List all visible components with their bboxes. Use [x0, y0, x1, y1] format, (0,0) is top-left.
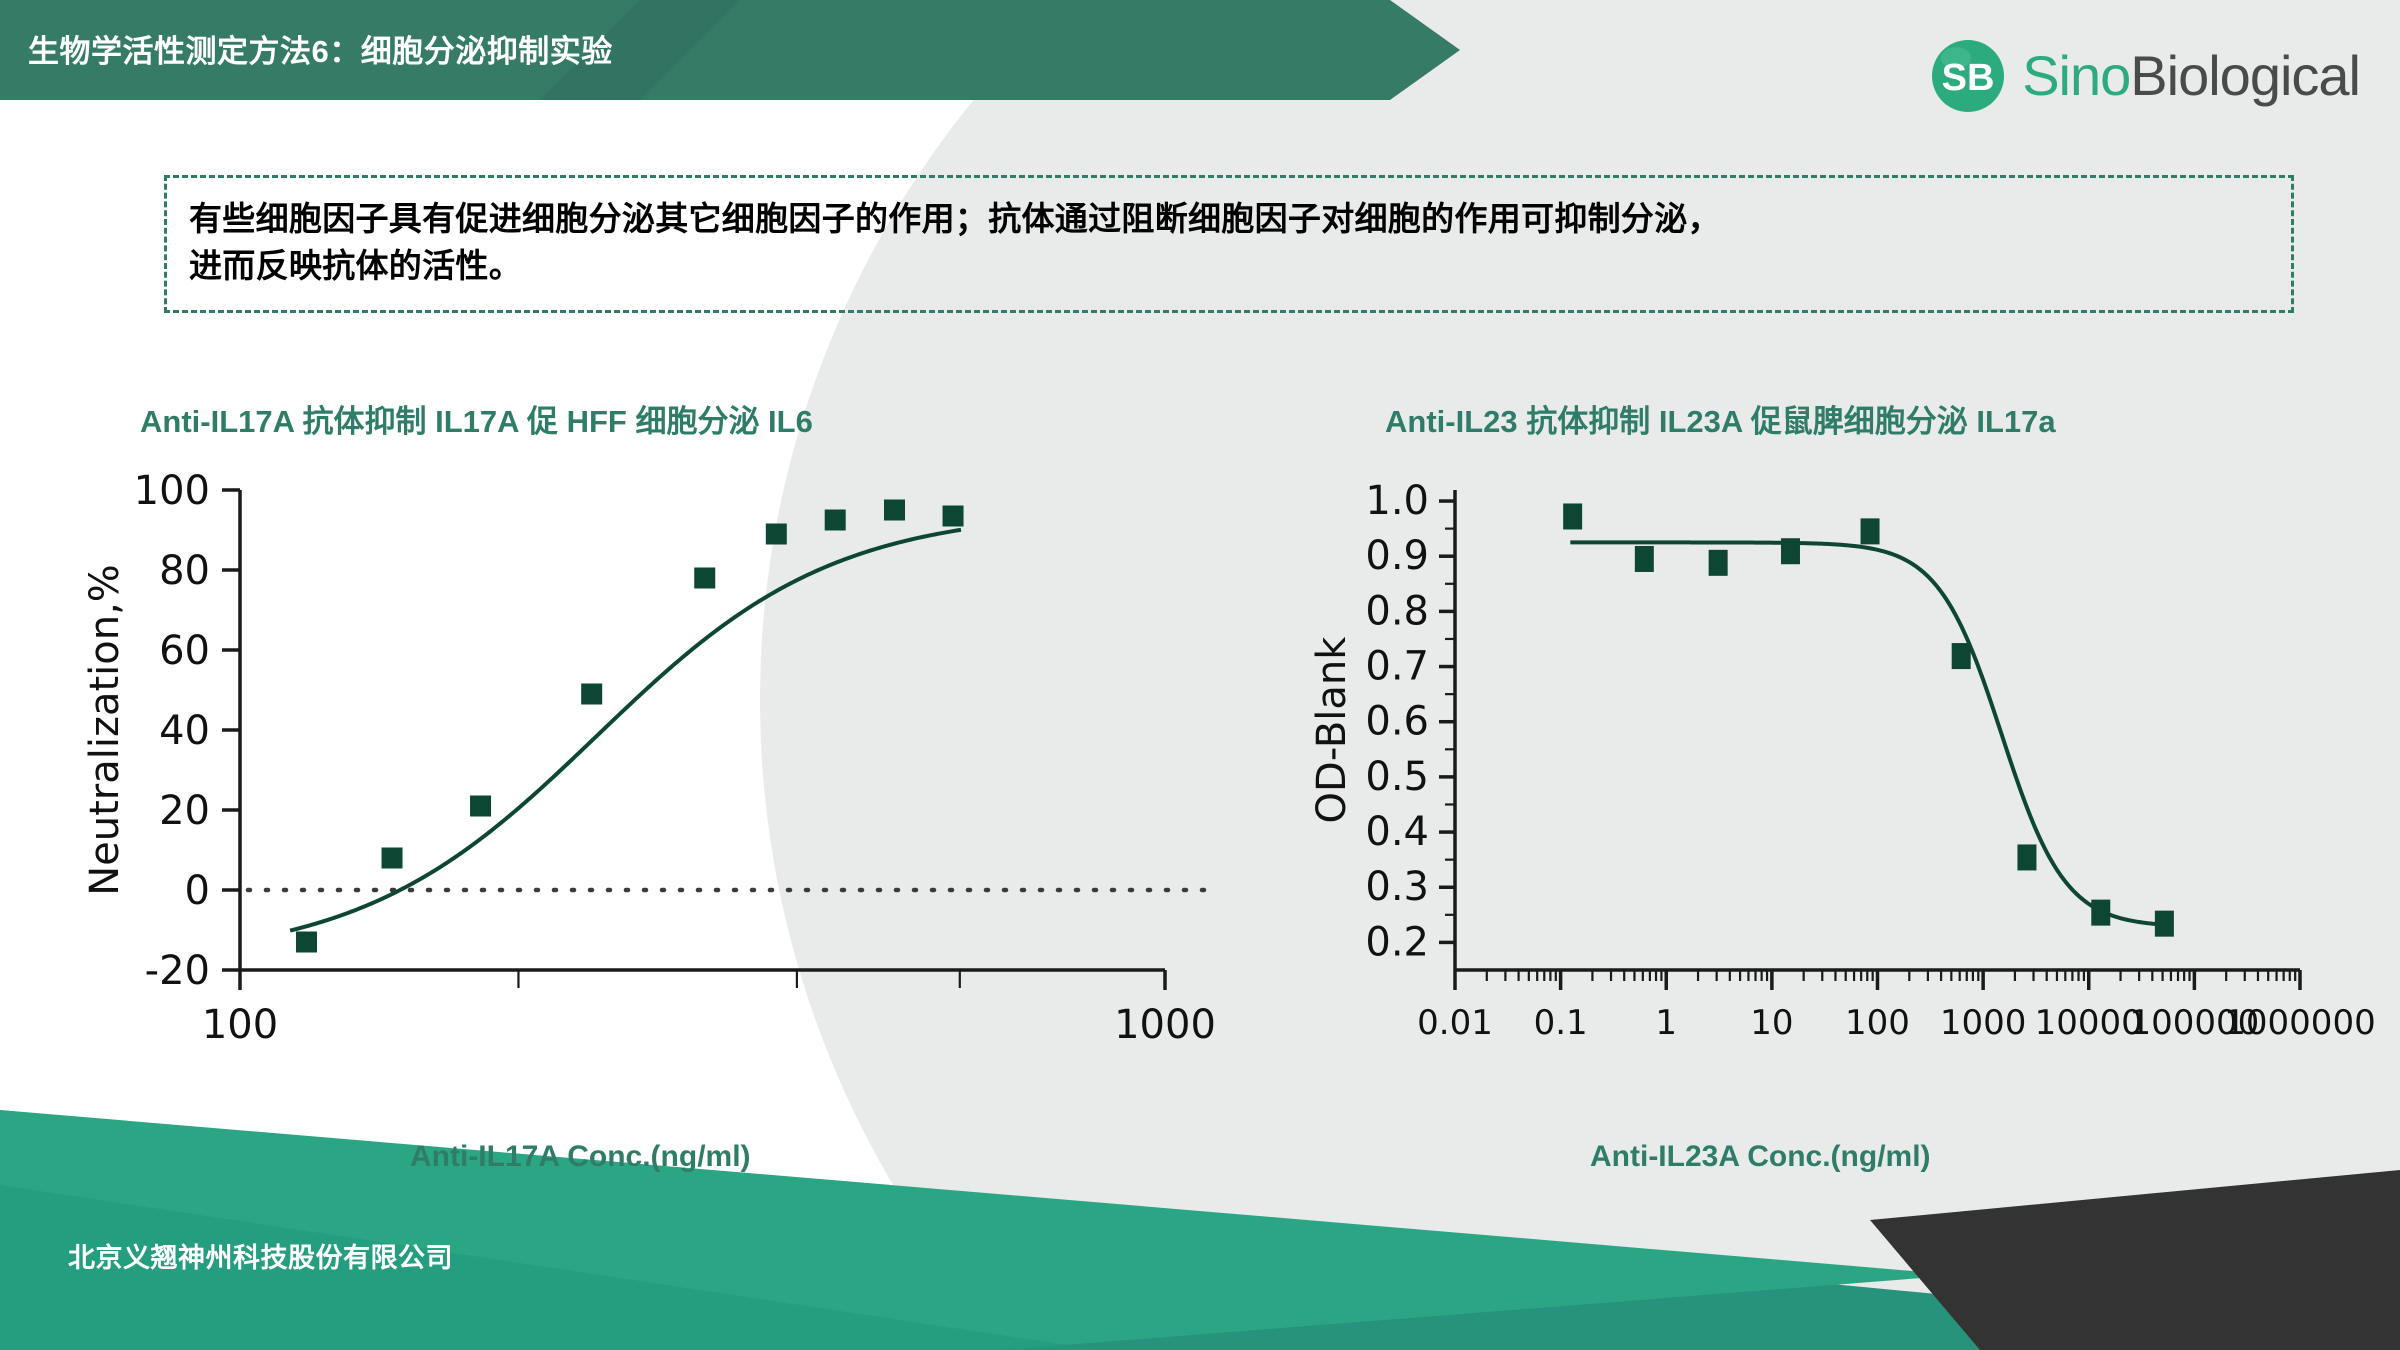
description-line-1: 有些细胞因子具有促进细胞分泌其它细胞因子的作用；抗体通过阻断细胞因子对细胞的作用… — [189, 200, 1721, 237]
chart-right-ytick: 0.3 — [1365, 864, 1429, 910]
description-line-2: 进而反映抗体的活性。 — [189, 246, 522, 284]
data-point-marker — [824, 509, 846, 531]
chart-left-xaxis-caption: Anti-IL17A Conc.(ng/ml) — [410, 1140, 751, 1173]
chart-right-yaxis-label: OD-Blank — [1309, 636, 1355, 824]
chart-title-left: Anti-IL17A 抗体抑制 IL17A 促 HFF 细胞分泌 IL6 — [140, 404, 813, 439]
page-title: 生物学活性测定方法6：细胞分泌抑制实验 — [28, 34, 613, 69]
chart-left-ytick: 100 — [134, 468, 210, 514]
data-point-marker — [942, 505, 964, 527]
chart-right-xaxis-caption: Anti-IL23A Conc.(ng/ml) — [1590, 1140, 1931, 1173]
sb-logo-icon: SB — [1930, 38, 2006, 114]
chart-left-yaxis-label: Neutralization,% — [82, 564, 128, 896]
footer-company-name: 北京义翘神州科技股份有限公司 — [68, 1243, 453, 1273]
background-circle — [760, 0, 2400, 1350]
chart-left-ytick: 40 — [159, 708, 210, 754]
chart-right-ytick: 0.7 — [1365, 644, 1429, 690]
data-point-marker — [1708, 549, 1728, 576]
data-point-marker — [2017, 844, 2037, 871]
data-point-marker — [1951, 643, 1971, 670]
data-point-marker — [2154, 910, 2174, 937]
chart-right-xtick: 0.1 — [1534, 1003, 1588, 1043]
chart-left-ytick: -20 — [145, 948, 210, 994]
chart-right-ytick: 0.6 — [1365, 699, 1429, 745]
description-box: 有些细胞因子具有促进细胞分泌其它细胞因子的作用；抗体通过阻断细胞因子对细胞的作用… — [164, 175, 2294, 313]
header-banner — [0, 0, 1460, 100]
logo-word-biological: Biological — [2130, 44, 2361, 107]
data-point-marker — [1780, 538, 1800, 565]
data-point-marker — [581, 683, 603, 705]
chart-right-xtick: 100000 — [2129, 1003, 2259, 1043]
chart-right-xtick: 100 — [1845, 1003, 1910, 1043]
chart-left-ytick: 80 — [159, 548, 210, 594]
chart-right-ytick: 0.5 — [1365, 754, 1429, 800]
data-point-marker — [1563, 503, 1583, 530]
chart-right-ytick: 0.8 — [1365, 588, 1429, 634]
fit-curve — [1570, 540, 2167, 927]
chart-right-xtick: 10000 — [2035, 1003, 2143, 1043]
fit-curve — [289, 527, 962, 933]
data-point-marker — [884, 499, 906, 521]
data-point-marker — [295, 931, 317, 953]
chart-right-xtick: 1 — [1655, 1003, 1677, 1043]
chart-right-ytick: 0.4 — [1365, 809, 1429, 855]
chart-right-ytick: 0.9 — [1365, 533, 1429, 579]
chart-right-ytick: 0.2 — [1365, 919, 1429, 965]
chart-right-xtick: 1000 — [1940, 1003, 2027, 1043]
chart-right-xtick: 10 — [1750, 1003, 1793, 1043]
svg-text:SB: SB — [1942, 57, 1995, 99]
data-point-marker — [470, 795, 492, 817]
data-point-marker — [381, 847, 403, 869]
data-point-marker — [1860, 518, 1880, 545]
data-point-marker — [765, 523, 787, 545]
chart-right-ytick: 1.0 — [1365, 478, 1429, 524]
data-point-marker — [694, 567, 716, 589]
chart-left-ytick: 0 — [185, 868, 210, 914]
chart-right: 0.2 0.3 0.4 0.5 0.6 0.7 0.8 0.9 1.0 0.01 0.1 1 10 100… — [1290, 470, 2400, 1090]
logo-wordmark: SinoBiological — [2022, 48, 2361, 104]
data-point-marker — [1634, 545, 1654, 572]
footer-decoration — [0, 1090, 2400, 1350]
chart-left-xtick: 1000 — [1114, 1002, 1216, 1048]
chart-left-xtick: 100 — [202, 1002, 278, 1048]
logo-word-sino: Sino — [2022, 44, 2131, 107]
chart-left-ytick: 60 — [159, 628, 210, 674]
chart-right-xtick: 1000000 — [2224, 1003, 2375, 1043]
chart-left-ytick: 20 — [159, 788, 210, 834]
chart-title-right: Anti-IL23 抗体抑制 IL23A 促鼠脾细胞分泌 IL17a — [1385, 404, 2056, 439]
chart-left: -20 0 20 40 60 80 100 100 1000 Neutralization,% — [60, 468, 1240, 1090]
brand-logo: SB SinoBiological — [1930, 38, 2361, 114]
chart-right-xtick: 0.01 — [1417, 1003, 1493, 1043]
data-point-marker — [2091, 899, 2111, 926]
